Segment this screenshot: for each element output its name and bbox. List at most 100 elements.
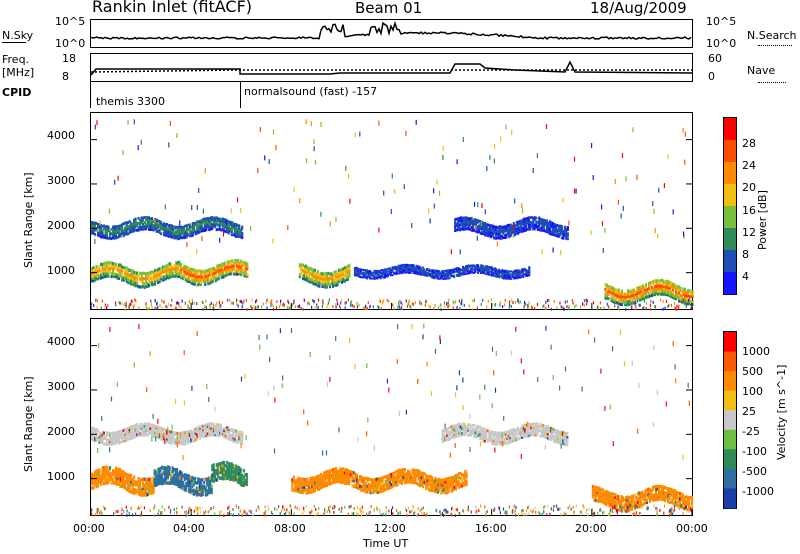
echo-cell bbox=[373, 276, 376, 279]
scatter-cell bbox=[101, 299, 103, 303]
power-echo-band bbox=[91, 260, 181, 289]
echo-cell bbox=[471, 265, 474, 268]
echo-cell bbox=[371, 486, 374, 490]
echo-cell bbox=[559, 233, 562, 237]
echo-cell bbox=[679, 293, 682, 297]
echo-cell bbox=[170, 227, 173, 230]
echo-cell bbox=[98, 269, 101, 273]
echo-cell bbox=[348, 271, 351, 275]
echo-cell bbox=[231, 264, 234, 268]
velocity-echo-band bbox=[441, 422, 569, 447]
echo-cell bbox=[113, 440, 116, 444]
echo-cell bbox=[101, 272, 104, 276]
echo-cell bbox=[684, 287, 687, 292]
echo-cell bbox=[223, 467, 226, 472]
echo-cell bbox=[343, 266, 346, 270]
echo-cell bbox=[127, 488, 130, 493]
echo-cell bbox=[497, 234, 500, 238]
echo-cell bbox=[610, 293, 613, 297]
echo-cell bbox=[113, 274, 116, 279]
echo-cell bbox=[91, 477, 94, 482]
scatter-cell bbox=[351, 304, 353, 307]
echo-cell bbox=[241, 268, 244, 272]
echo-cell bbox=[128, 227, 131, 230]
echo-cell bbox=[452, 431, 455, 435]
echo-cell bbox=[199, 230, 202, 233]
echo-cell bbox=[484, 268, 487, 271]
echo-cell bbox=[382, 273, 385, 276]
scatter-cell bbox=[358, 303, 360, 307]
echo-cell bbox=[110, 438, 113, 441]
echo-cell bbox=[152, 270, 155, 274]
nsky-panel bbox=[90, 19, 693, 48]
echo-cell bbox=[316, 272, 319, 276]
echo-cell bbox=[472, 229, 475, 232]
echo-cell bbox=[446, 431, 449, 435]
scatter-cell bbox=[241, 300, 243, 304]
echo-cell bbox=[485, 227, 488, 231]
velocity-ytick-1000: 1000 bbox=[47, 470, 75, 483]
echo-cell bbox=[237, 261, 240, 265]
echo-cell bbox=[357, 481, 360, 485]
echo-cell bbox=[328, 285, 331, 289]
echo-cell bbox=[355, 478, 358, 482]
echo-cell bbox=[425, 478, 428, 482]
echo-cell bbox=[217, 266, 220, 270]
echo-cell bbox=[187, 274, 190, 278]
echo-cell bbox=[629, 294, 632, 298]
echo-cell bbox=[631, 296, 634, 300]
echo-cell bbox=[387, 484, 390, 488]
echo-cell bbox=[148, 279, 151, 284]
echo-cell bbox=[130, 224, 133, 227]
echo-cell bbox=[324, 274, 327, 278]
echo-cell bbox=[547, 224, 550, 228]
scatter-cell bbox=[134, 298, 136, 302]
scatter-cell bbox=[340, 301, 342, 305]
scatter-cell bbox=[425, 299, 427, 303]
echo-cell bbox=[419, 484, 422, 488]
echo-cell bbox=[166, 264, 169, 268]
echo-cell bbox=[100, 262, 103, 266]
echo-cell bbox=[458, 226, 461, 229]
echo-cell bbox=[237, 258, 240, 262]
echo-cell bbox=[646, 287, 649, 291]
echo-cell bbox=[103, 437, 106, 441]
echo-cell bbox=[119, 228, 122, 232]
scatter-cell bbox=[386, 298, 388, 302]
echo-cell bbox=[523, 217, 526, 221]
echo-cell bbox=[115, 236, 118, 240]
echo-cell bbox=[460, 216, 463, 220]
echo-cell bbox=[634, 292, 637, 296]
echo-cell bbox=[291, 488, 294, 492]
echo-cell bbox=[149, 480, 152, 484]
echo-cell bbox=[687, 302, 690, 306]
echo-cell bbox=[475, 265, 478, 268]
echo-cell bbox=[233, 234, 236, 237]
echo-cell bbox=[174, 470, 177, 475]
echo-cell bbox=[166, 230, 169, 234]
scatter-cell bbox=[398, 305, 400, 309]
echo-cell bbox=[92, 480, 95, 485]
echo-cell bbox=[146, 277, 149, 281]
echo-cell bbox=[399, 471, 402, 475]
echo-cell bbox=[154, 277, 157, 281]
echo-cell bbox=[197, 224, 200, 228]
scatter-cell bbox=[104, 306, 106, 309]
echo-cell bbox=[145, 215, 148, 219]
echo-cell bbox=[143, 221, 146, 225]
echo-cell bbox=[371, 483, 374, 487]
echo-cell bbox=[185, 439, 188, 443]
echo-cell bbox=[681, 289, 684, 293]
echo-cell bbox=[227, 229, 230, 233]
speck-cell bbox=[500, 136, 502, 142]
scatter-cell bbox=[638, 303, 640, 307]
echo-cell bbox=[640, 285, 643, 289]
echo-cell bbox=[163, 275, 166, 279]
echo-cell bbox=[520, 228, 523, 232]
echo-cell bbox=[684, 301, 687, 305]
echo-cell bbox=[359, 269, 362, 272]
echo-cell bbox=[334, 278, 337, 282]
echo-cell bbox=[238, 437, 241, 441]
echo-cell bbox=[190, 439, 193, 443]
echo-cell bbox=[508, 223, 511, 227]
